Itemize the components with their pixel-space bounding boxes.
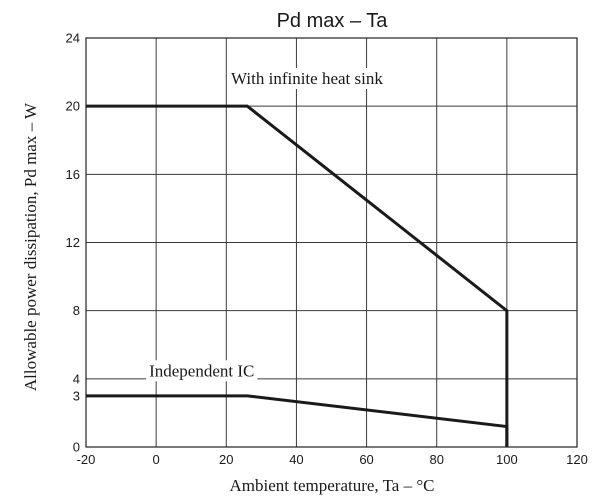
y-axis-label: Allowable power dissipation, Pd max – W: [21, 102, 40, 391]
series-line-0: [86, 104, 509, 447]
y-tick-label: 24: [66, 31, 80, 46]
y-axis-ticks: 0 3 4 8 12 16 20 24: [66, 31, 80, 455]
annotation-background: [228, 68, 387, 90]
x-axis-label: Ambient temperature, Ta – °C: [230, 476, 435, 495]
y-tick-label: 16: [66, 167, 80, 182]
series-lines: [86, 104, 509, 447]
y-tick-label: 20: [66, 99, 80, 114]
x-axis-ticks: -20 0 20 40 60 80 100 120: [77, 452, 588, 467]
x-tick-label: -20: [77, 452, 96, 467]
x-tick-label: 40: [289, 452, 303, 467]
y-tick-label: 8: [73, 303, 80, 318]
y-tick-label: 0: [73, 440, 80, 455]
x-tick-label: 60: [359, 452, 373, 467]
grid: [85, 37, 578, 448]
y-tick-label: 12: [66, 235, 80, 250]
series-annotation: Independent IC: [149, 361, 254, 380]
x-tick-label: 80: [429, 452, 443, 467]
x-tick-label: 20: [219, 452, 233, 467]
plot-frame: [85, 37, 578, 448]
y-tick-label: 3: [73, 388, 80, 403]
series-annotation: With infinite heat sink: [231, 69, 383, 88]
x-tick-label: 100: [496, 452, 518, 467]
series-line-1: [86, 394, 509, 447]
chart-title: Pd max – Ta: [277, 10, 389, 32]
annotation-background: [146, 360, 258, 382]
x-tick-label: 120: [566, 452, 588, 467]
x-tick-label: 0: [153, 452, 160, 467]
y-tick-label: 4: [73, 371, 80, 386]
annotations: With infinite heat sink Independent IC: [146, 68, 387, 382]
